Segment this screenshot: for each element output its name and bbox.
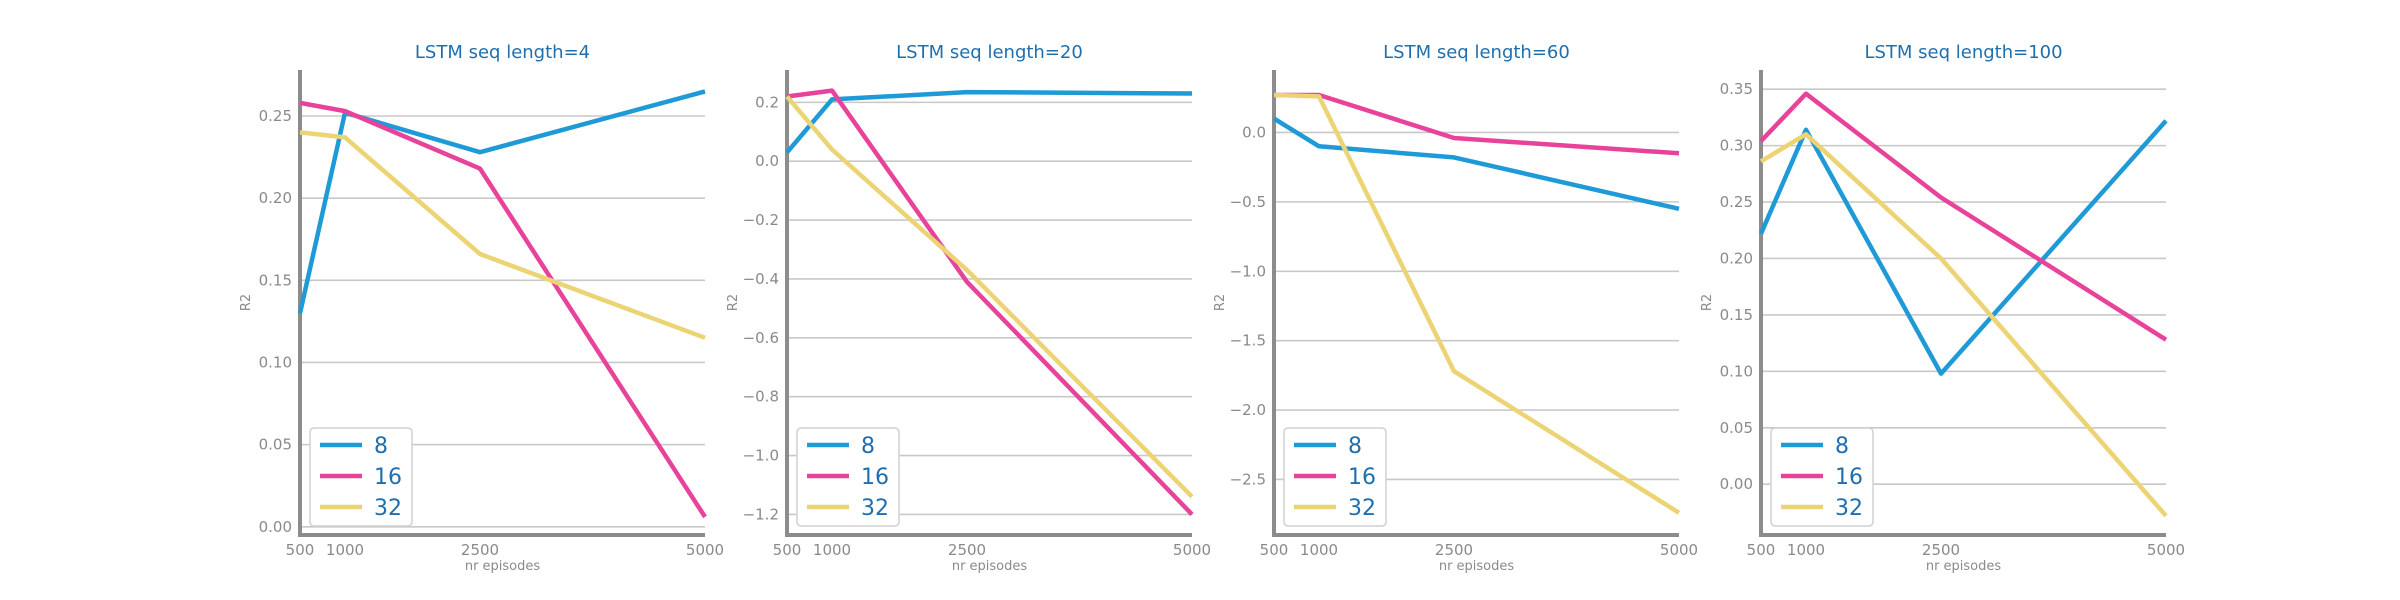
y-tick-label: 0.00 xyxy=(1720,475,1753,493)
series-line-32 xyxy=(785,95,1194,499)
series-line-32 xyxy=(299,130,706,340)
series-line-32 xyxy=(1759,132,2168,518)
legend-label: 8 xyxy=(1348,434,1362,459)
series-line-16 xyxy=(1759,91,2168,342)
series-line-16 xyxy=(786,88,1194,516)
y-tick-label: −2.5 xyxy=(1230,470,1266,488)
x-tick-label: 5000 xyxy=(1173,541,1211,559)
legend-label: 8 xyxy=(374,434,388,459)
y-tick-label: 0.10 xyxy=(259,353,292,371)
y-tick-label: −0.8 xyxy=(743,388,779,406)
x-tick-label: 1000 xyxy=(326,541,364,559)
x-tick-label: 500 xyxy=(1747,541,1776,559)
y-tick-label: 0.00 xyxy=(259,518,292,536)
legend-label: 32 xyxy=(374,496,402,521)
chart-1: 0.00 0.05 0.10 0.15 0.20 0.25 500 1000 2500 5000 L… xyxy=(239,42,724,574)
legend-label: 8 xyxy=(1835,434,1849,459)
legend: 8 16 32 xyxy=(796,427,900,527)
legend-label: 8 xyxy=(861,434,875,459)
y-tick-label: −1.0 xyxy=(1230,262,1266,280)
legend: 8 16 32 xyxy=(309,427,413,527)
y-axis-label: R2 xyxy=(1700,294,1715,311)
chart-title: LSTM seq length=4 xyxy=(415,42,590,63)
legend: 8 16 32 xyxy=(1283,427,1387,527)
y-tick-label: 0.10 xyxy=(1720,362,1753,380)
x-tick-label: 5000 xyxy=(686,541,724,559)
legend-label: 16 xyxy=(1348,465,1376,490)
y-tick-label: −1.0 xyxy=(743,447,779,465)
x-tick-label: 1000 xyxy=(1787,541,1825,559)
x-tick-label: 2500 xyxy=(1922,541,1960,559)
x-tick-label: 1000 xyxy=(1300,541,1338,559)
y-tick-label: −0.4 xyxy=(743,270,779,288)
y-tick-label: 0.2 xyxy=(755,93,779,111)
chart-4: 0.00 0.05 0.10 0.15 0.20 0.25 0.30 0.35 500 1000 2… xyxy=(1700,42,2185,574)
x-tick-label: 2500 xyxy=(1435,541,1473,559)
x-axis-label: nr episodes xyxy=(465,559,541,574)
chart-title: LSTM seq length=100 xyxy=(1864,42,2062,63)
x-tick-label: 1000 xyxy=(813,541,851,559)
legend-label: 32 xyxy=(861,496,889,521)
y-axis-label: R2 xyxy=(1213,294,1228,311)
series-line-8 xyxy=(785,89,1193,154)
x-tick-label: 2500 xyxy=(948,541,986,559)
y-tick-label: 0.25 xyxy=(259,107,292,125)
y-tick-label: 0.25 xyxy=(1720,193,1753,211)
y-tick-label: −2.0 xyxy=(1230,401,1266,419)
chart-3: −2.5 −2.0 −1.5 −1.0 −0.5 0.0 500 1000 2500 5000 LS… xyxy=(1213,42,1698,574)
y-tick-label: 0.35 xyxy=(1720,80,1753,98)
series-line-8 xyxy=(1272,116,1680,211)
y-axis-label: R2 xyxy=(726,294,741,311)
x-axis-label: nr episodes xyxy=(1926,559,2002,574)
y-tick-label: −0.5 xyxy=(1230,193,1266,211)
y-tick-label: 0.15 xyxy=(259,271,292,289)
y-tick-label: 0.30 xyxy=(1720,137,1753,155)
y-tick-label: −1.2 xyxy=(743,505,779,523)
legend-label: 16 xyxy=(1835,465,1863,490)
y-tick-label: 0.15 xyxy=(1720,306,1753,324)
x-axis-label: nr episodes xyxy=(952,559,1028,574)
x-tick-label: 500 xyxy=(286,541,315,559)
x-tick-label: 500 xyxy=(1260,541,1289,559)
x-tick-label: 500 xyxy=(773,541,802,559)
chart-title: LSTM seq length=60 xyxy=(1383,42,1570,63)
y-tick-label: 0.20 xyxy=(259,189,292,207)
y-tick-label: 0.05 xyxy=(259,436,292,454)
y-tick-label: −1.5 xyxy=(1230,332,1266,350)
legend-label: 16 xyxy=(374,465,402,490)
y-tick-label: 0.0 xyxy=(755,152,779,170)
series-line-8 xyxy=(297,89,706,314)
x-tick-label: 5000 xyxy=(1660,541,1698,559)
x-axis-label: nr episodes xyxy=(1439,559,1515,574)
y-tick-label: 0.0 xyxy=(1242,123,1266,141)
y-tick-label: 0.05 xyxy=(1720,419,1753,437)
series-line-8 xyxy=(1758,119,2168,376)
y-axis-label: R2 xyxy=(239,294,254,311)
legend: 8 16 32 xyxy=(1770,427,1874,527)
chart-title: LSTM seq length=20 xyxy=(896,42,1083,63)
x-tick-label: 5000 xyxy=(2147,541,2185,559)
y-tick-label: −0.6 xyxy=(743,329,779,347)
legend-label: 16 xyxy=(861,465,889,490)
chart-2: −1.2 −1.0 −0.8 −0.6 −0.4 −0.2 0.0 0.2 500 1000 250… xyxy=(726,42,1211,574)
legend-label: 32 xyxy=(1348,496,1376,521)
series-line-32 xyxy=(1273,92,1681,515)
y-tick-label: −0.2 xyxy=(743,211,779,229)
legend-label: 32 xyxy=(1835,496,1863,521)
y-tick-label: 0.20 xyxy=(1720,249,1753,267)
x-tick-label: 2500 xyxy=(461,541,499,559)
series-line-16 xyxy=(299,100,707,519)
